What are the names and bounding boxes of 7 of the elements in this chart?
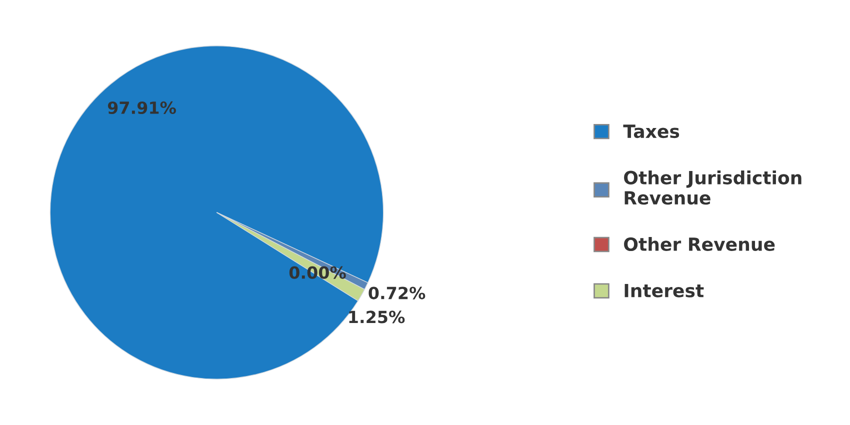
legend-label: Taxes — [623, 124, 680, 138]
data-label: 0.72% — [368, 286, 426, 300]
data-label: 1.25% — [349, 310, 405, 324]
legend-label: Other Revenue — [624, 237, 775, 252]
legend-label: Interest — [624, 284, 704, 298]
data-label: 97.91% — [108, 101, 176, 114]
legend-label: Other Jurisdiction Revenue — [624, 170, 802, 205]
